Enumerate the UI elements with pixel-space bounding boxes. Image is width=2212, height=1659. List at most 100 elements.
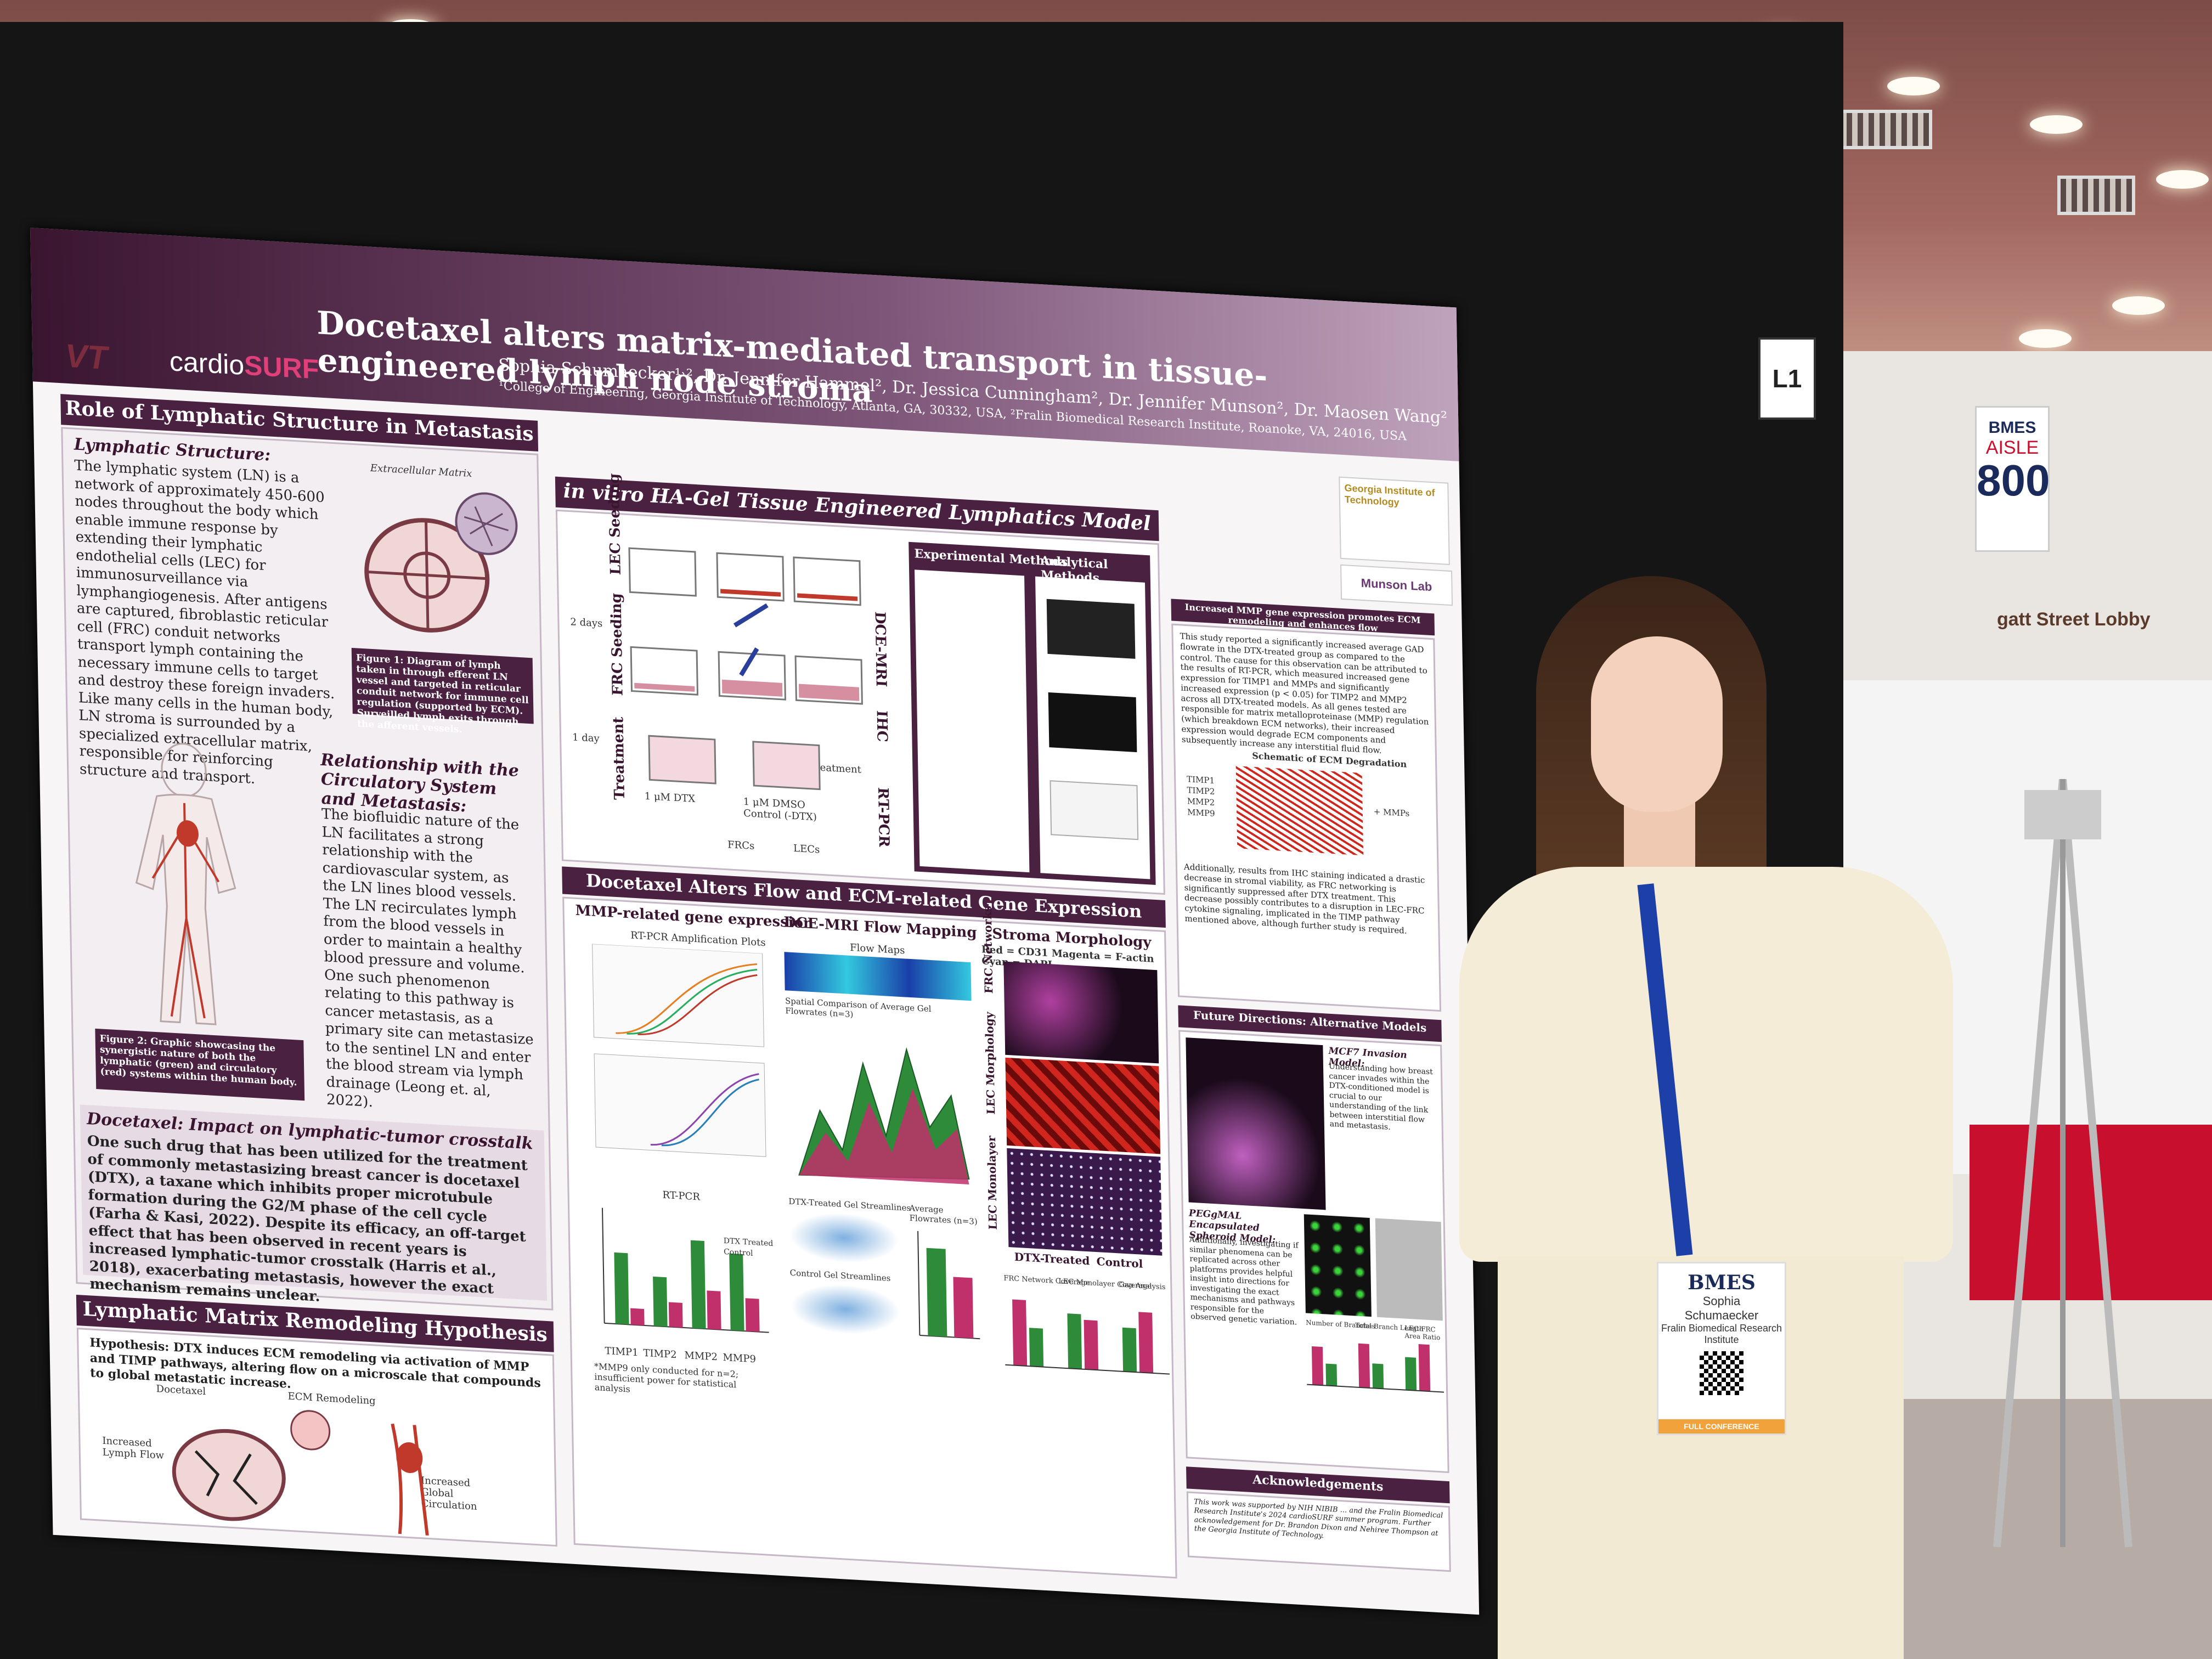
dce-column-title: DCE-MRI Flow Mapping [783, 914, 977, 941]
spheroid-image [1304, 1214, 1372, 1317]
hypothesis-label-docetaxel: Docetaxel [156, 1383, 206, 1398]
lec-morphology-image [1005, 1057, 1161, 1154]
aisle-sign-number: 800 [1977, 456, 2050, 505]
fig1-label: Extracellular Matrix [370, 462, 472, 480]
georgia-tech-logo: Georgia Institute of Technology [1339, 476, 1450, 565]
gap-analysis-title: Gap Analysis [1119, 1280, 1166, 1292]
human-body-diagram [135, 743, 236, 1025]
mcf7-images [1186, 1037, 1326, 1210]
ceiling-vent [2057, 176, 2135, 215]
condition-control: 1 μM DMSO Control (-DTX) [743, 795, 817, 823]
schematic-mmp2: MMP2 [1187, 796, 1215, 808]
cardiosurf-logo-b: SURF [244, 349, 319, 385]
model-section: LEC Seeding FRC Seeding Treatment 2 days… [555, 473, 1165, 895]
flow-maps-title: Flow Maps [850, 941, 905, 957]
dtx-streamlines-image [788, 1210, 900, 1266]
mri-map-thumb [1046, 599, 1136, 659]
control-streamlines-image [789, 1281, 901, 1338]
series-control: Control [724, 1248, 753, 1259]
gene-timp1: TIMP1 [605, 1345, 639, 1359]
docetaxel-box: Docetaxel: Impact on lymphatic-tumor cro… [80, 1104, 548, 1305]
docetaxel-text: One such drug that has been utilized for… [87, 1133, 528, 1305]
booth-tag: L1 [1758, 337, 1816, 420]
seeding-workflow-diagram [628, 547, 863, 791]
ceiling-light [2030, 115, 2083, 134]
ceiling-light [1887, 77, 1940, 95]
ceiling-light [2019, 329, 2072, 348]
3d-flowrate-plot [798, 1047, 970, 1185]
lymph-node-diagram [364, 492, 518, 633]
step-treatment: Treatment [610, 716, 628, 801]
presenter-face [1591, 636, 1723, 812]
amp-plot-title: RT-PCR Amplification Plots [630, 929, 766, 949]
ihc-thumb [1048, 692, 1137, 753]
aisle-sign-org: BMES [1988, 419, 2036, 437]
ceiling-light [2112, 296, 2165, 315]
badge-qr-icon [1700, 1351, 1743, 1395]
condition-control-label: Control [1096, 1255, 1143, 1271]
vt-logo: VT [65, 337, 108, 376]
easel [1993, 779, 2132, 1547]
legend-frcs: FRCs [727, 839, 755, 853]
ack-section: This work was supported by NIH NIBIB ...… [1186, 1491, 1451, 1572]
legend-lecs: LECs [793, 843, 820, 856]
badge-institution: Fralin Biomedical Research Institute [1661, 1323, 1782, 1345]
frc-networks-label: FRC Networks [980, 905, 996, 994]
peg-text: Additionally, investigating if similar p… [1189, 1235, 1299, 1327]
mcf7-text: Understanding how breast cancer invades … [1328, 1062, 1433, 1132]
hypothesis-section: Hypothesis: DTX induces ECM remodeling v… [76, 1328, 557, 1547]
rtpcr-bar-chart [602, 1207, 769, 1333]
hypothesis-label-lymph-flow: Increased Lymph Flow [102, 1435, 165, 1462]
ack-text: This work was supported by NIH NIBIB ...… [1194, 1498, 1443, 1541]
circulatory-text: The biofluidic nature of the LN facilita… [321, 805, 534, 1111]
duration-1day: 1 day [572, 731, 600, 745]
lobby-sign: gatt Street Lobby [1997, 609, 2151, 630]
duration-2days: 2 days [570, 616, 603, 630]
mmp9-note: *MMP9 only conducted for n=2; insufficie… [594, 1361, 739, 1395]
aisle-sign-label: AISLE [1985, 437, 2039, 458]
flow-map-image [784, 952, 972, 1001]
frc-network-image [1003, 961, 1159, 1064]
hypothesis-diagram [172, 1410, 429, 1536]
cardiosurf-logo: cardioSURF [169, 345, 319, 385]
schematic-timp2: TIMP2 [1187, 785, 1215, 797]
spheroid-bar-charts [1307, 1343, 1444, 1393]
fig1-caption: Figure 1: Diagram of lymph taken in thro… [351, 647, 534, 735]
presenter-blouse [1459, 867, 1953, 1262]
ecm-text-2: Additionally, results from IHC staining … [1183, 861, 1425, 936]
badge-last-name: Schumaecker [1684, 1308, 1759, 1322]
lec-monolayer-label: LEC Monolayer [984, 1135, 1000, 1231]
control-streamlines-title: Control Gel Streamlines [789, 1267, 891, 1284]
experimental-methods-box [915, 569, 1030, 873]
condition-dtx-treated: DTX-Treated [1014, 1250, 1090, 1268]
pcr-thumb [1049, 780, 1139, 840]
schematic-mmps: + MMPs [1373, 806, 1410, 819]
ecm-section: This study reported a significantly incr… [1171, 623, 1442, 1012]
role-section: Lymphatic Structure: The lymphatic syste… [61, 427, 554, 1311]
badge-first-name: Sophia [1702, 1294, 1741, 1308]
ecm-text: This study reported a significantly incr… [1180, 631, 1429, 755]
row-ihc: IHC [873, 710, 890, 743]
presenter: BMES Sophia Schumaecker Fralin Biomedica… [1459, 576, 1953, 1659]
gene-mmp9: MMP9 [723, 1351, 757, 1365]
schematic-mmp9: MMP9 [1187, 807, 1215, 819]
lec-morphology-label: LEC Morphology [982, 1011, 998, 1115]
rtpcr-plot-title: RT-PCR [662, 1189, 701, 1203]
avg-flowrates-chart [917, 1231, 980, 1340]
gene-mmp2: MMP2 [684, 1350, 718, 1363]
row-dce-mri: DCE-MRI [871, 611, 889, 687]
cardiosurf-logo-a: cardio [169, 346, 245, 381]
red-carpet [1970, 1125, 2212, 1300]
mmp-column-title: MMP-related gene expression [575, 902, 814, 933]
ecm-degradation-schematic [1235, 766, 1364, 856]
fig2-caption: Figure 2: Graphic showcasing the synergi… [95, 1028, 305, 1101]
avg-flowrates-title: Average Flowrates (n=3) [909, 1203, 978, 1227]
methods-panel: Experimental Methods Analytical Methods [909, 541, 1156, 885]
munson-lab-logo: Munson Lab [1340, 564, 1453, 606]
flow-section: MMP-related gene expression DCE-MRI Flow… [562, 896, 1177, 1579]
research-poster: VT cardioSURF Docetaxel alters matrix-me… [30, 228, 1480, 1615]
ceiling-light [2156, 170, 2209, 189]
lec-monolayer-image [1007, 1148, 1163, 1256]
aisle-sign: BMES AISLE 800 [1975, 406, 2050, 552]
gene-timp2: TIMP2 [643, 1347, 677, 1361]
